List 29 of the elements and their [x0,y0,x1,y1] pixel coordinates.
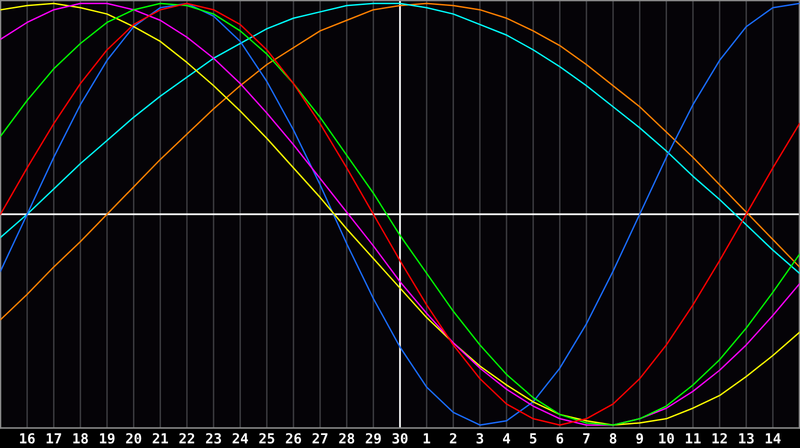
x-tick-label: 19 [100,433,115,444]
x-tick-label: 28 [339,433,354,444]
x-tick-label: 2 [450,433,456,444]
x-tick-label: 1 [424,433,430,444]
x-tick-label: 4 [503,433,510,444]
x-tick-label: 7 [583,433,590,444]
x-tick-label: 13 [739,433,754,444]
x-tick-label: 6 [556,433,564,444]
x-tick-label: 18 [73,433,88,444]
x-tick-label: 11 [686,433,701,444]
x-tick-label: 21 [152,433,168,444]
x-tick-label: 30 [392,433,408,444]
x-tick-label: 24 [232,433,248,444]
x-tick-label: 5 [530,433,536,444]
x-tick-label: 22 [179,433,194,444]
x-tick-label: 25 [259,433,274,444]
x-tick-label: 8 [610,433,616,444]
x-tick-label: 20 [126,433,142,444]
x-tick-label: 10 [659,433,674,444]
x-tick-label: 17 [46,433,62,444]
x-tick-label: 26 [286,433,302,444]
x-tick-label: 3 [476,433,484,444]
x-tick-label: 16 [20,433,35,444]
x-tick-label: 14 [766,433,781,444]
x-tick-label: 27 [312,433,328,444]
x-tick-label: 23 [206,433,222,444]
x-tick-label: 29 [366,433,381,444]
x-tick-label: 12 [712,433,727,444]
x-tick-label: 9 [636,433,643,444]
